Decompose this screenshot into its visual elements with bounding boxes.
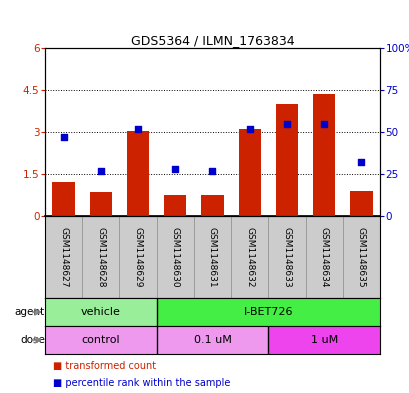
Text: 1 uM: 1 uM: [310, 335, 337, 345]
Text: GSM1148627: GSM1148627: [59, 227, 68, 287]
Point: [135, 125, 141, 132]
Text: GSM1148629: GSM1148629: [133, 227, 142, 287]
Bar: [90, 192, 112, 216]
Bar: [45, 298, 156, 326]
Point: [246, 125, 252, 132]
Bar: [275, 104, 297, 216]
Point: [172, 166, 178, 172]
Bar: [312, 94, 335, 216]
Bar: [126, 130, 149, 216]
Bar: [45, 326, 156, 354]
Text: GSM1148632: GSM1148632: [245, 227, 254, 287]
Bar: [267, 326, 379, 354]
Text: control: control: [81, 335, 120, 345]
Bar: [238, 129, 260, 216]
Text: I-BET726: I-BET726: [243, 307, 292, 317]
Bar: [156, 326, 267, 354]
Title: GDS5364 / ILMN_1763834: GDS5364 / ILMN_1763834: [130, 34, 294, 47]
Point: [357, 159, 364, 165]
Text: 0.1 uM: 0.1 uM: [193, 335, 231, 345]
Point: [60, 134, 67, 140]
Text: GSM1148630: GSM1148630: [171, 227, 179, 287]
Text: dose: dose: [20, 335, 45, 345]
Bar: [201, 195, 223, 216]
Point: [209, 167, 215, 174]
Text: vehicle: vehicle: [81, 307, 121, 317]
Text: ■ percentile rank within the sample: ■ percentile rank within the sample: [53, 378, 230, 389]
Point: [283, 121, 290, 127]
Point: [97, 167, 104, 174]
Bar: [164, 195, 186, 216]
Bar: [349, 191, 372, 216]
Bar: [52, 182, 74, 216]
Text: ■ transformed count: ■ transformed count: [53, 362, 156, 371]
Text: GSM1148634: GSM1148634: [319, 227, 328, 287]
Point: [320, 121, 327, 127]
Text: GSM1148631: GSM1148631: [207, 227, 216, 287]
Text: GSM1148635: GSM1148635: [356, 227, 365, 287]
Text: GSM1148633: GSM1148633: [282, 227, 291, 287]
Bar: [156, 298, 379, 326]
Text: agent: agent: [15, 307, 45, 317]
Text: GSM1148628: GSM1148628: [96, 227, 105, 287]
